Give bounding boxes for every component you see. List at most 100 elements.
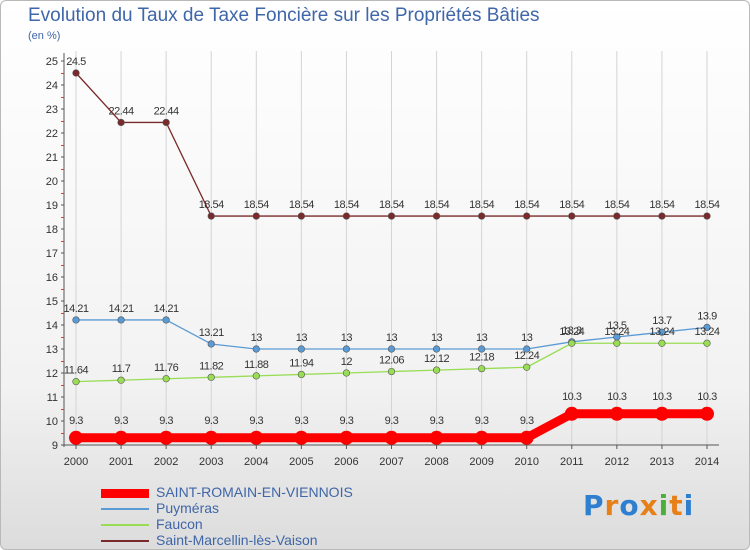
data-point: [432, 212, 441, 220]
y-tick-label: 22: [46, 128, 58, 140]
data-label: 14.21: [63, 303, 88, 315]
data-label: 12: [341, 356, 353, 368]
logo-letter: x: [639, 489, 659, 522]
data-point: [478, 212, 486, 220]
data-point: [658, 339, 666, 347]
data-label: 18.54: [469, 199, 494, 211]
data-point: [159, 430, 174, 445]
data-point: [432, 345, 441, 353]
legend-label: SAINT-ROMAIN-EN-VIENNOIS: [156, 484, 353, 500]
y-tick-label: 20: [46, 176, 58, 188]
data-point: [162, 118, 170, 127]
data-point: [384, 430, 399, 445]
data-label: 13: [296, 332, 308, 344]
data-label: 18.54: [289, 199, 314, 211]
x-tick-label: 2011: [560, 456, 584, 468]
data-label: 13.9: [697, 310, 717, 322]
data-point: [117, 376, 125, 384]
data-label: 13: [341, 332, 353, 344]
x-tick-label: 2007: [379, 456, 403, 468]
unit-label: (en %): [28, 30, 61, 42]
data-point: [700, 406, 714, 421]
data-label: 11.82: [199, 360, 224, 372]
x-tick-label: 2006: [334, 456, 358, 468]
data-point: [568, 212, 576, 220]
data-point: [658, 212, 666, 220]
data-label: 13.21: [199, 327, 224, 339]
y-tick-label: 10: [46, 416, 58, 428]
data-label: 18.54: [694, 199, 719, 211]
data-label: 12.12: [424, 353, 449, 365]
x-tick-label: 2002: [154, 456, 178, 468]
data-label: 13.3: [562, 325, 582, 337]
x-tick-label: 2003: [199, 456, 223, 468]
data-label: 9.3: [385, 415, 399, 427]
data-label: 14.21: [109, 303, 134, 315]
data-label: 10.3: [607, 391, 627, 403]
y-tick-label: 15: [46, 296, 58, 308]
data-point: [297, 212, 305, 220]
x-tick-label: 2009: [469, 456, 493, 468]
logo-letter: P: [583, 489, 605, 522]
data-label: 9.3: [520, 415, 534, 427]
data-label: 14.21: [154, 303, 179, 315]
legend-swatch: [101, 508, 149, 510]
data-label: 18.54: [379, 199, 404, 211]
data-point: [252, 212, 260, 220]
data-point: [297, 370, 305, 379]
data-point: [654, 406, 669, 421]
logo-letter: i: [658, 489, 670, 522]
data-label: 12.06: [379, 355, 404, 367]
data-point: [478, 365, 486, 373]
x-tick-label: 2008: [424, 456, 448, 468]
legend-label: Puyméras: [156, 500, 220, 516]
x-tick-label: 2001: [109, 456, 133, 468]
chart-title: Evolution du Taux de Taxe Foncière sur l…: [28, 5, 540, 26]
y-tick-label: 9: [52, 440, 58, 452]
y-tick-label: 13: [46, 344, 58, 356]
x-tick-label: 2012: [605, 456, 629, 468]
data-point: [162, 375, 170, 383]
logo-letter: i: [683, 489, 695, 522]
data-label: 9.3: [204, 415, 218, 427]
data-point: [429, 430, 444, 445]
data-label: 9.3: [340, 415, 354, 427]
data-label: 13: [521, 332, 533, 344]
data-point: [207, 340, 215, 348]
data-label: 18.54: [604, 199, 629, 211]
data-label: 18.54: [649, 199, 674, 211]
data-point: [609, 406, 624, 421]
data-point: [117, 316, 125, 324]
data-label: 13.5: [607, 320, 627, 332]
data-point: [294, 430, 309, 445]
legend-swatch: [101, 540, 149, 542]
data-label: 13: [431, 332, 443, 344]
y-tick-label: 17: [46, 248, 58, 260]
data-label: 13.24: [604, 326, 629, 338]
data-label: 9.3: [159, 415, 173, 427]
y-tick-label: 11: [47, 392, 58, 404]
y-tick-label: 12: [46, 368, 58, 380]
data-point: [117, 118, 125, 127]
legend-swatch: [101, 524, 149, 526]
data-point: [564, 406, 579, 421]
data-point: [72, 378, 80, 386]
data-point: [339, 430, 354, 445]
data-label: 18.54: [424, 199, 449, 211]
logo-letter: r: [604, 489, 620, 522]
data-label: 13.7: [652, 315, 672, 327]
data-label: 22.44: [154, 105, 179, 117]
data-point: [342, 369, 351, 377]
data-point: [613, 212, 621, 220]
data-point: [162, 316, 170, 324]
y-tick-label: 14: [46, 320, 58, 332]
data-point: [568, 339, 576, 347]
data-point: [519, 430, 534, 445]
x-tick-label: 2014: [695, 456, 719, 468]
data-label: 18.54: [559, 199, 584, 211]
data-point: [703, 323, 711, 332]
legend-label: Faucon: [156, 516, 203, 532]
data-label: 13: [476, 332, 488, 344]
legend-swatch: [101, 489, 149, 498]
